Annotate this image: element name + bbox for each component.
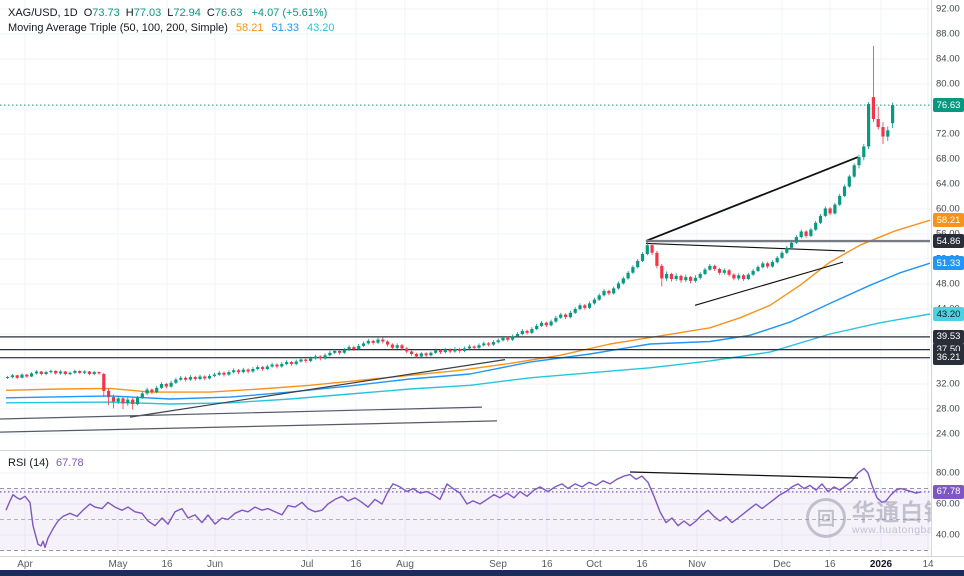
- price-badge: 54.86: [933, 234, 964, 249]
- time-axis-label: 16: [541, 559, 553, 570]
- time-axis-label: Sep: [489, 559, 507, 570]
- rsi-current-value: 67.78: [56, 457, 84, 469]
- price-badge: 39.53: [933, 329, 964, 344]
- time-axis-label: 2026: [869, 559, 893, 570]
- price-axis-label: 28.00: [936, 403, 960, 415]
- time-axis-label: Oct: [586, 559, 602, 570]
- time-axis-label: Jun: [206, 559, 224, 570]
- time-axis[interactable]: Apr May 16 Jun Jul 16 Aug Sep 16 Oct 16 Nov Dec 16 202…: [0, 556, 964, 571]
- price-axis-label: 56.00: [936, 229, 960, 240]
- change-value: +4.07 (+5.61%): [251, 7, 328, 19]
- price-badge: 58.21: [933, 213, 964, 228]
- ma-value: 43.20: [306, 22, 335, 34]
- bottom-bar: [0, 570, 964, 576]
- symbol-legend-row[interactable]: XAG/USD, 1D O73.73 H77.03 L72.94 C76.63 +4.0…: [8, 6, 335, 21]
- ma-legend-row[interactable]: Moving Average Triple (50, 100, 200, Sim…: [8, 21, 335, 36]
- time-axis-label: 16: [350, 559, 362, 570]
- ma-indicator-label: Moving Average Triple (50, 100, 200, Sim…: [8, 22, 228, 34]
- price-axis-label: 48.00: [936, 278, 960, 290]
- time-axis-label: May: [108, 559, 128, 570]
- price-axis-label: 64.00: [936, 178, 960, 190]
- price-axis[interactable]: 92.0088.0084.0080.0076.0072.0068.0064.00…: [931, 0, 964, 556]
- time-axis-label: Apr: [17, 559, 33, 570]
- rsi-indicator-label: RSI: [8, 457, 27, 469]
- time-axis-label: Nov: [688, 559, 706, 570]
- price-badge: 76.63: [933, 98, 964, 113]
- rsi-params: (14): [29, 457, 49, 469]
- pane-separator[interactable]: [0, 450, 964, 451]
- rsi-legend-row[interactable]: RSI (14) 67.78: [8, 457, 84, 469]
- price-badge: 43.20: [933, 307, 964, 321]
- symbol-title: XAG/USD, 1D: [8, 7, 78, 19]
- price-axis-label: 72.00: [936, 128, 960, 140]
- ohlc-value: 76.63: [214, 7, 243, 19]
- chart-legend: XAG/USD, 1D O73.73 H77.03 L72.94 C76.63 +4.0…: [8, 6, 335, 36]
- rsi-axis-label: 80.00: [936, 467, 960, 479]
- ohlc-value: 77.03: [133, 7, 162, 19]
- price-axis-label: 32.00: [936, 378, 960, 390]
- price-axis-label: 84.00: [936, 53, 960, 65]
- price-axis-label: 92.00: [936, 3, 960, 15]
- price-badge: 51.33: [933, 256, 964, 271]
- ma-value: 58.21: [235, 22, 264, 34]
- ma-value: 51.33: [271, 22, 299, 34]
- rsi-badge: 67.78: [933, 484, 964, 499]
- time-axis-label: 14: [922, 559, 934, 570]
- ohlc-key: L: [167, 7, 174, 19]
- ma-values: 58.21 51.33 43.20: [228, 22, 335, 34]
- time-axis-label: Jul: [300, 559, 314, 570]
- rsi-axis-label: 60.00: [936, 498, 960, 510]
- price-badge: 36.21: [933, 350, 964, 365]
- ohlc-key: O: [83, 7, 93, 19]
- price-axis-label: 60.00: [936, 203, 960, 215]
- ohlc-value: 72.94: [173, 7, 201, 19]
- price-axis-label: 88.00: [936, 28, 960, 40]
- price-axis-label: 80.00: [936, 78, 960, 90]
- ohlc-value: 73.73: [92, 7, 120, 19]
- time-axis-label: 16: [161, 559, 173, 570]
- time-axis-label: Aug: [396, 559, 414, 570]
- price-axis-label: 68.00: [936, 153, 960, 165]
- rsi-axis-label: 40.00: [936, 529, 960, 541]
- price-axis-label: 24.00: [936, 428, 960, 440]
- time-axis-label: 16: [636, 559, 648, 570]
- ohlc-values: O73.73 H77.03 L72.94 C76.63: [78, 7, 243, 19]
- time-axis-label: Dec: [773, 559, 791, 570]
- ohlc-key: C: [206, 7, 215, 19]
- ohlc-key: H: [125, 7, 134, 19]
- time-axis-label: 16: [824, 559, 836, 570]
